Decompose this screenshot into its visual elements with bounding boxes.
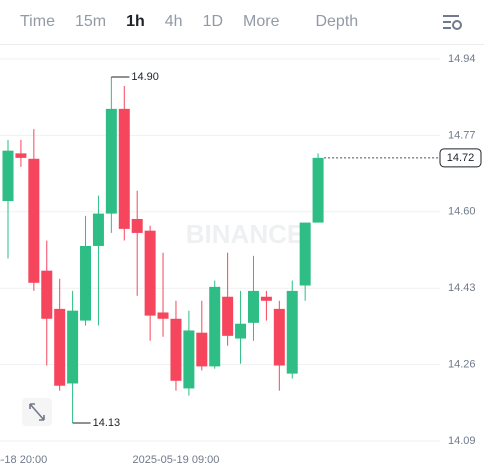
tab[interactable]: 15m xyxy=(74,13,107,30)
candle-body xyxy=(15,153,27,158)
candle-body xyxy=(41,270,53,319)
candle-body xyxy=(28,158,40,283)
tab[interactable]: 1D xyxy=(202,13,224,30)
tab[interactable]: More xyxy=(243,13,280,30)
candle-body xyxy=(144,230,156,316)
settings-icon[interactable] xyxy=(440,10,464,34)
watermark: BINANCE xyxy=(186,219,304,249)
tab[interactable]: Time xyxy=(20,13,55,30)
candle-body xyxy=(273,308,285,366)
tab[interactable]: Depth xyxy=(315,13,359,30)
candle-body xyxy=(209,286,221,367)
candle-body xyxy=(299,222,311,286)
x-tick-label: 5-18 20:00 xyxy=(0,454,47,466)
candle-body xyxy=(235,323,247,339)
tab[interactable]: 4h xyxy=(164,13,183,30)
candle-body xyxy=(92,213,104,246)
candle-body xyxy=(183,330,195,389)
candle-body xyxy=(67,310,79,384)
x-tick-label: 2025-05-19 09:00 xyxy=(133,454,220,466)
y-tick-label: 14.77 xyxy=(448,129,476,141)
candle-body xyxy=(2,150,14,202)
candle-body xyxy=(105,108,117,214)
y-tick-label: 14.26 xyxy=(448,359,476,371)
candle-body xyxy=(247,290,259,323)
tab[interactable]: 1h xyxy=(126,13,145,30)
plot: BINANCE xyxy=(0,58,440,442)
candle-body xyxy=(131,218,143,233)
candle-body xyxy=(80,245,92,321)
y-tick-label: 14.60 xyxy=(448,206,476,218)
last-price-box xyxy=(439,148,482,168)
y-tick-label: 14.94 xyxy=(448,53,476,65)
candle-body xyxy=(286,290,298,374)
y-tick-label: 14.09 xyxy=(448,435,476,447)
candle-body xyxy=(170,318,182,381)
candle-body xyxy=(222,296,234,336)
candle-body xyxy=(54,308,66,386)
candle-body xyxy=(260,296,272,301)
expand-icon[interactable] xyxy=(22,398,52,426)
candle-body xyxy=(196,332,208,367)
candle-body xyxy=(312,157,324,223)
candle-body xyxy=(118,108,130,229)
candle-body xyxy=(157,312,169,319)
high-marker-label: 14.90 xyxy=(131,71,159,83)
last-price-label: 14.72 xyxy=(447,152,475,164)
y-tick-label: 14.43 xyxy=(448,282,476,294)
tab-bar: Time 15m 1h 4h 1D More Depth xyxy=(0,0,484,44)
low-marker-label: 14.13 xyxy=(93,417,121,429)
